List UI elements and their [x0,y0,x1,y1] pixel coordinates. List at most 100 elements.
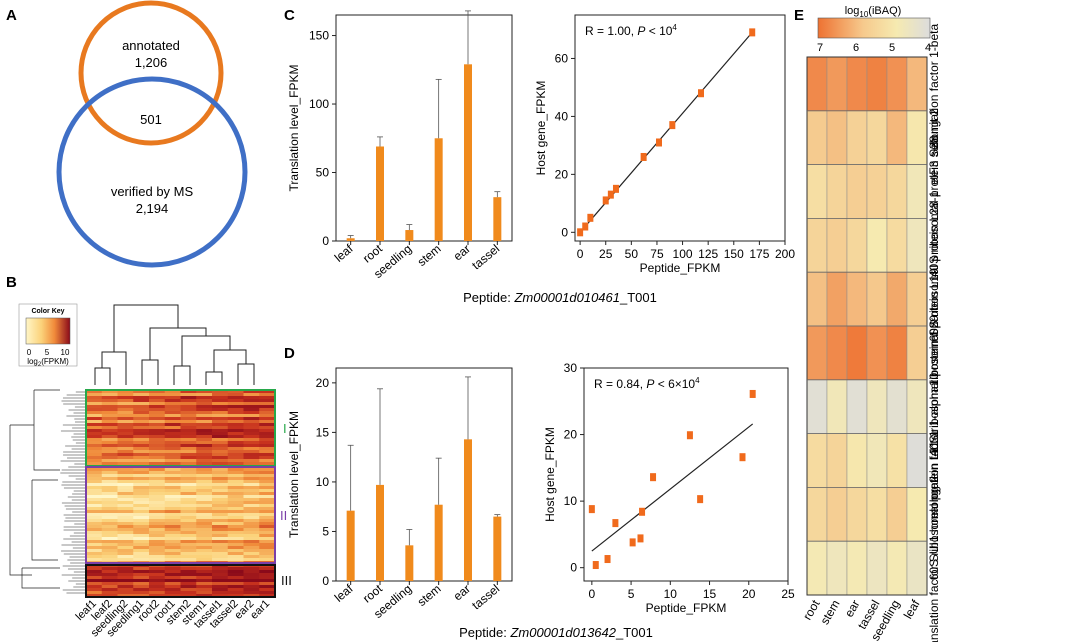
heatmap-b-cell [196,522,213,526]
heatmap-b-cell [133,546,150,550]
scatter-point [607,190,614,199]
heatmap-b-cell [212,582,229,586]
cluster-box-iii [85,564,276,598]
heatmap-b-cell [243,504,260,508]
heatmap-b-cell [259,537,276,541]
heatmap-e-legend-tick: 6 [853,42,859,54]
heatmap-e-row-label: eIF3 subunit 2 [927,108,941,184]
heatmap-b-cell [196,495,213,499]
heatmap-b-cell [86,504,103,508]
heatmap-b-cell [243,594,260,598]
heatmap-b-cell [86,477,103,481]
heatmap-b-cell [101,543,118,547]
heatmap-b-cell [101,555,118,559]
heatmap-e-cell [866,487,888,542]
heatmap-b-cell [101,489,118,493]
heatmap-b-cell [133,489,150,493]
heatmap-b-cell [212,432,229,436]
heatmap-b-cell [133,393,150,397]
heatmap-b-cell [180,570,197,574]
heatmap-b-cell [212,405,229,409]
heatmap-e-cell [906,433,928,488]
x-tick-label: tassel [469,242,502,273]
heatmap-b-cell [243,519,260,523]
heatmap-b-cell [243,414,260,418]
heatmap-b-cell [86,594,103,598]
heatmap-b-cell [133,486,150,490]
heatmap-b-cell [101,429,118,433]
heatmap-e-row-label: elongation factor 1-beta [927,24,941,150]
heatmap-b-cell [101,459,118,463]
x-axis-label: Peptide_FPKM [640,261,721,275]
heatmap-b-cell [180,534,197,538]
bar [376,484,384,581]
heatmap-b-cell [133,432,150,436]
heatmap-b-cell [259,471,276,475]
heatmap-b-cell [259,573,276,577]
heatmap-b-cell [149,594,166,598]
heatmap-b-cell [164,516,181,520]
heatmap-b-cell [149,525,166,529]
heatmap-b-cell [133,573,150,577]
heatmap-b-cell [149,450,166,454]
heatmap-b-cell [101,591,118,595]
heatmap-b-cell [164,459,181,463]
heatmap-b-cell [149,492,166,496]
heatmap-b-cell [259,555,276,559]
heatmap-b-cell [149,537,166,541]
heatmap-b-cell [86,516,103,520]
y-axis-label: Translation level_FPKM [287,411,301,538]
heatmap-b-cell [227,477,244,481]
heatmap-b-cell [164,528,181,532]
heatmap-e-row-label: 40S ribosomal protein S28 [927,135,941,277]
heatmap-b-cell [86,579,103,583]
heatmap-b-cell [243,558,260,562]
heatmap-b-cell [101,444,118,448]
heatmap-b-cell [164,390,181,394]
y-tick-label: 10 [316,475,330,489]
heatmap-e-cell [826,379,848,434]
heatmap-b-cell [86,447,103,451]
heatmap-b-cell [243,495,260,499]
heatmap-b-cell [196,579,213,583]
heatmap-b-cell [149,576,166,580]
heatmap-b-cell [259,582,276,586]
heatmap-b-cell [227,489,244,493]
heatmap-b-cell [101,426,118,430]
heatmap-b-cell [259,498,276,502]
heatmap-b-cell [196,441,213,445]
heatmap-b-cell [101,558,118,562]
heatmap-b-cell [101,396,118,400]
heatmap-b-cell [243,408,260,412]
heatmap-b-cell [180,435,197,439]
heatmap-b-cell [180,453,197,457]
correlation-annotation: R = 0.84, P < 6×104 [594,376,700,391]
heatmap-b-cell [180,567,197,571]
scatter-point [749,389,756,398]
heatmap-b-cell [243,540,260,544]
heatmap-b-cell [196,396,213,400]
heatmap-b-cell [117,495,134,499]
heatmap-b-cell [86,528,103,532]
heatmap-b-cell [259,492,276,496]
heatmap-b-cell [101,585,118,589]
heatmap-b-cell [227,438,244,442]
heatmap-b-cell [259,426,276,430]
heatmap-b-cell [212,393,229,397]
heatmap-e-cell [846,56,868,112]
heatmap-b-cell [149,432,166,436]
heatmap-b-cell [164,402,181,406]
heatmap-b-cell [243,459,260,463]
heatmap-b-cell [212,474,229,478]
y-tick-label: 150 [309,29,329,43]
heatmap-b-cell [180,540,197,544]
heatmap-b-cell [180,411,197,415]
heatmap-e-row-label: 60S ribosomal protein L11-1 [927,430,941,580]
heatmap-b-cell [149,456,166,460]
heatmap-b-cell [212,480,229,484]
heatmap-b-cell [149,510,166,514]
heatmap-b-cell [259,441,276,445]
heatmap-b-cell [243,396,260,400]
heatmap-b-cell [149,390,166,394]
heatmap-b-cell [117,474,134,478]
